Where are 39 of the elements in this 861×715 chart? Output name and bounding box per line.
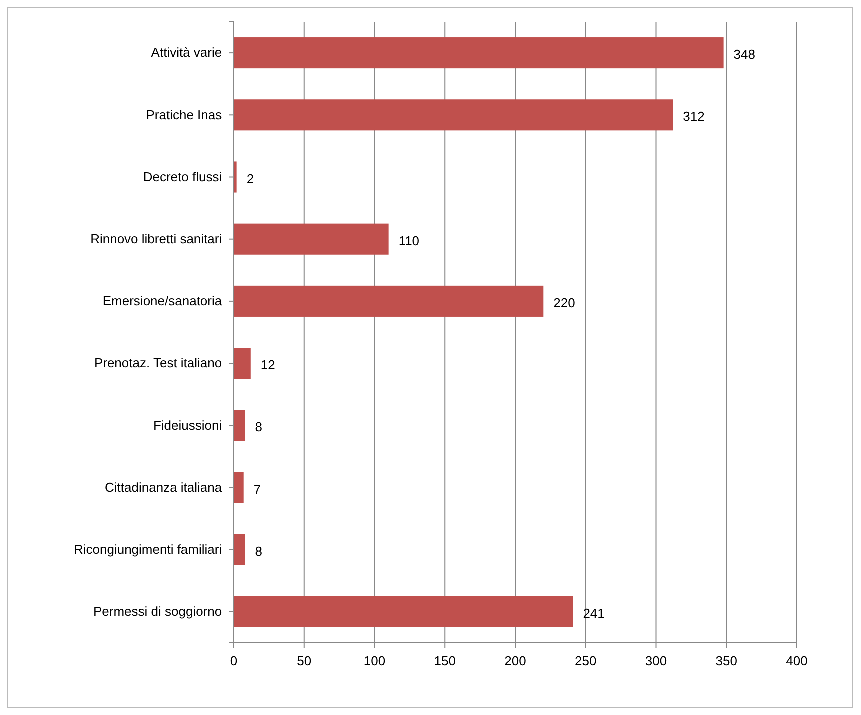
data-label: 241 bbox=[583, 606, 605, 621]
x-tick-label: 250 bbox=[575, 653, 597, 668]
y-tick-label: Decreto flussi bbox=[143, 169, 222, 184]
y-tick-label: Permessi di soggiorno bbox=[93, 604, 222, 620]
y-tick-label: Ricongiungimenti familiari bbox=[74, 542, 222, 558]
bar bbox=[234, 224, 389, 255]
x-tick-label: 200 bbox=[504, 653, 526, 668]
x-tick-label: 100 bbox=[364, 653, 386, 668]
data-label: 7 bbox=[254, 482, 262, 497]
y-tick-label: Attività varie bbox=[151, 45, 222, 60]
data-label: 312 bbox=[683, 109, 705, 124]
y-tick-label: Cittadinanza italiana bbox=[105, 480, 223, 495]
bar bbox=[234, 38, 724, 69]
x-tick-label: 0 bbox=[230, 653, 238, 668]
data-label: 8 bbox=[255, 544, 262, 559]
bar bbox=[234, 348, 251, 380]
bar bbox=[234, 534, 246, 566]
x-tick-label: 50 bbox=[297, 653, 312, 668]
data-label: 2 bbox=[246, 171, 254, 186]
bar bbox=[234, 596, 574, 628]
x-tick-label: 400 bbox=[786, 653, 808, 668]
x-tick-label: 150 bbox=[434, 653, 456, 668]
y-tick-label: Fideiussioni bbox=[153, 418, 222, 433]
y-tick-label: Prenotaz. Test italiano bbox=[94, 356, 222, 371]
bar bbox=[234, 286, 544, 317]
y-tick-label: Pratiche Inas bbox=[146, 107, 223, 122]
bar bbox=[234, 100, 674, 131]
data-label: 110 bbox=[398, 233, 420, 248]
data-label: 348 bbox=[734, 47, 756, 62]
y-tick-label: Rinnovo libretti sanitari bbox=[90, 232, 222, 247]
x-tick-label: 300 bbox=[645, 653, 668, 668]
data-label: 220 bbox=[554, 295, 576, 310]
y-tick-label: Emersione/sanatoria bbox=[102, 294, 223, 309]
bar bbox=[234, 410, 246, 442]
data-label: 12 bbox=[260, 358, 276, 373]
bar bbox=[234, 472, 244, 504]
x-tick-label: 350 bbox=[716, 653, 738, 668]
bar bbox=[234, 162, 237, 193]
data-label: 8 bbox=[255, 420, 262, 435]
